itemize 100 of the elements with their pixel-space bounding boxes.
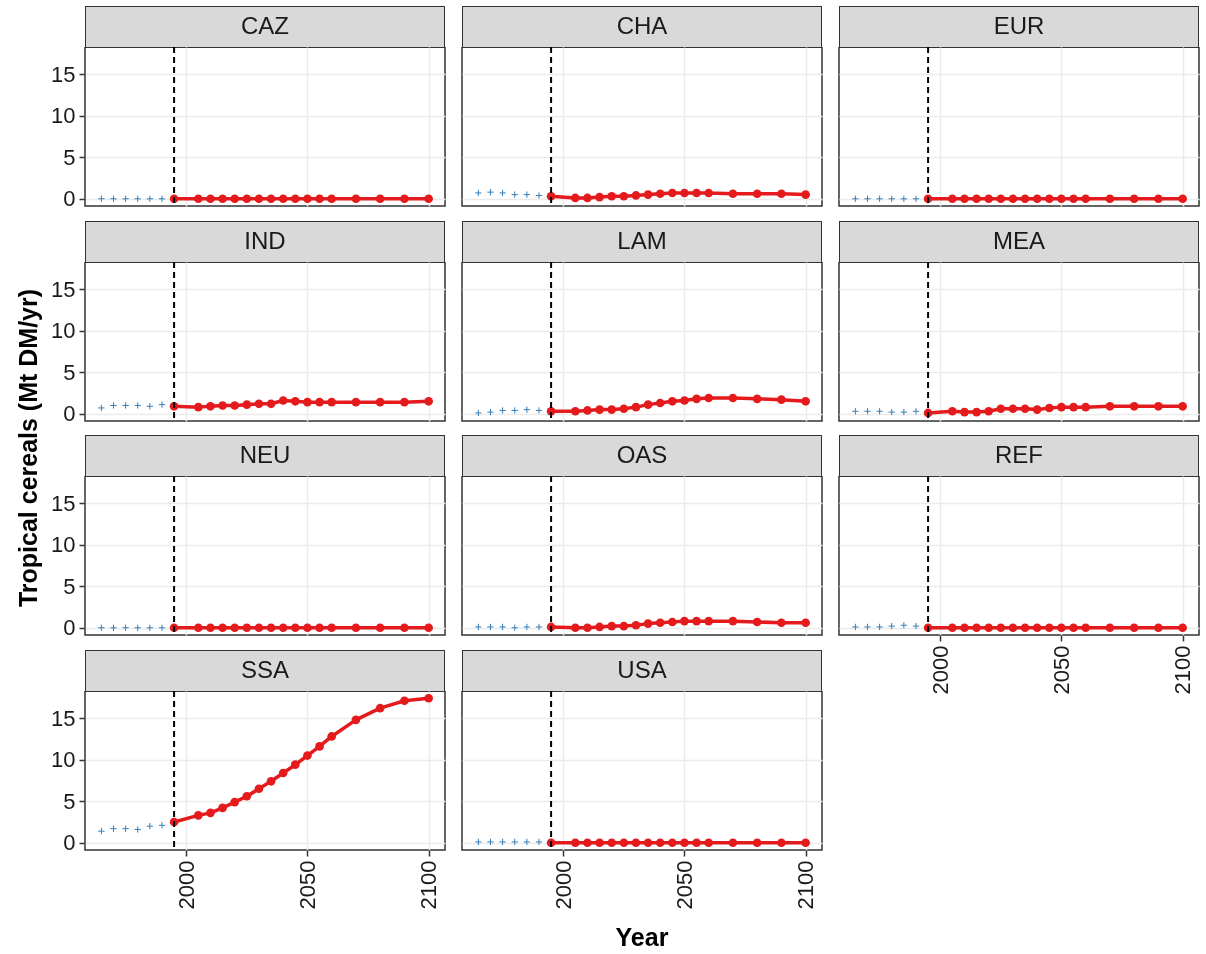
y-tick-label: 0 bbox=[63, 401, 76, 427]
point bbox=[900, 408, 908, 416]
point bbox=[290, 760, 300, 770]
x-tick-label: 2000 bbox=[550, 860, 576, 910]
point bbox=[619, 404, 629, 414]
point bbox=[474, 623, 483, 631]
y-tick-label: 0 bbox=[63, 830, 76, 856]
point bbox=[692, 394, 701, 404]
x-tick-label: 2050 bbox=[294, 860, 320, 910]
point bbox=[801, 618, 810, 628]
point bbox=[474, 409, 483, 417]
point bbox=[424, 396, 433, 406]
point bbox=[571, 406, 580, 416]
chart-title: EUR bbox=[839, 6, 1199, 48]
point bbox=[206, 808, 215, 818]
point bbox=[498, 406, 507, 415]
point bbox=[667, 617, 677, 627]
point bbox=[777, 618, 786, 628]
point bbox=[230, 401, 240, 410]
point bbox=[303, 751, 312, 760]
point bbox=[511, 406, 519, 415]
point bbox=[535, 406, 543, 415]
point bbox=[1008, 404, 1018, 414]
y-tick-label: 5 bbox=[63, 573, 76, 599]
x-tick-label: 2100 bbox=[793, 860, 819, 910]
x-tick-label: 2100 bbox=[1170, 645, 1196, 695]
point bbox=[728, 616, 738, 626]
y-tick-label: 15 bbox=[51, 490, 76, 516]
point bbox=[1044, 403, 1054, 413]
x-tick-label: 2000 bbox=[927, 645, 953, 695]
x-tick-label: 2050 bbox=[1048, 645, 1074, 695]
chart-title: USA bbox=[462, 650, 822, 692]
point bbox=[752, 394, 762, 404]
point bbox=[631, 402, 641, 412]
point bbox=[631, 620, 641, 630]
point bbox=[752, 617, 762, 627]
chart-title: LAM bbox=[462, 221, 822, 263]
point bbox=[996, 404, 1006, 414]
chart-title: SSA bbox=[85, 650, 445, 692]
point bbox=[242, 791, 252, 801]
point bbox=[607, 621, 617, 631]
point bbox=[643, 400, 653, 409]
point bbox=[619, 621, 629, 631]
point bbox=[230, 797, 240, 807]
point bbox=[801, 396, 810, 406]
point bbox=[1081, 402, 1090, 412]
point bbox=[278, 396, 288, 405]
point bbox=[266, 399, 276, 409]
point bbox=[680, 396, 689, 405]
point bbox=[912, 407, 920, 415]
chart-title: REF bbox=[839, 435, 1199, 477]
x-tick-label: 2050 bbox=[671, 860, 697, 910]
point bbox=[777, 395, 786, 404]
y-tick-label: 10 bbox=[51, 532, 76, 558]
point bbox=[158, 821, 166, 829]
point bbox=[375, 703, 385, 713]
point bbox=[400, 397, 409, 407]
point bbox=[278, 768, 288, 778]
y-tick-label: 10 bbox=[51, 747, 76, 773]
point bbox=[704, 393, 713, 403]
point bbox=[400, 696, 409, 706]
x-axis-title: Year bbox=[615, 922, 669, 952]
point bbox=[375, 397, 385, 407]
point bbox=[523, 623, 531, 631]
y-tick-label: 5 bbox=[63, 144, 76, 170]
chart-title: MEA bbox=[839, 221, 1199, 263]
point bbox=[351, 715, 361, 725]
point bbox=[254, 784, 264, 794]
point bbox=[498, 623, 507, 631]
point bbox=[960, 407, 969, 417]
point bbox=[327, 732, 336, 741]
point bbox=[134, 825, 142, 834]
point bbox=[266, 776, 276, 786]
point bbox=[158, 400, 166, 409]
point bbox=[535, 623, 543, 631]
y-tick-label: 5 bbox=[63, 788, 76, 814]
chart-title: CHA bbox=[462, 6, 822, 48]
point bbox=[667, 396, 677, 406]
point bbox=[303, 397, 312, 407]
point bbox=[1154, 401, 1163, 411]
point bbox=[121, 824, 130, 833]
point bbox=[523, 405, 531, 414]
point bbox=[315, 397, 324, 407]
point bbox=[1032, 405, 1042, 414]
point bbox=[875, 407, 884, 415]
point bbox=[728, 393, 738, 403]
point bbox=[595, 405, 604, 414]
chart-title: CAZ bbox=[85, 6, 445, 48]
y-tick-label: 10 bbox=[51, 318, 76, 344]
point bbox=[583, 623, 592, 633]
point bbox=[972, 407, 981, 417]
point bbox=[1057, 402, 1066, 412]
x-tick-label: 2000 bbox=[173, 860, 199, 910]
point bbox=[863, 407, 872, 415]
point bbox=[643, 619, 653, 628]
point bbox=[97, 404, 106, 412]
point bbox=[486, 408, 495, 416]
point bbox=[571, 623, 580, 633]
point bbox=[351, 397, 361, 407]
point bbox=[948, 406, 957, 416]
